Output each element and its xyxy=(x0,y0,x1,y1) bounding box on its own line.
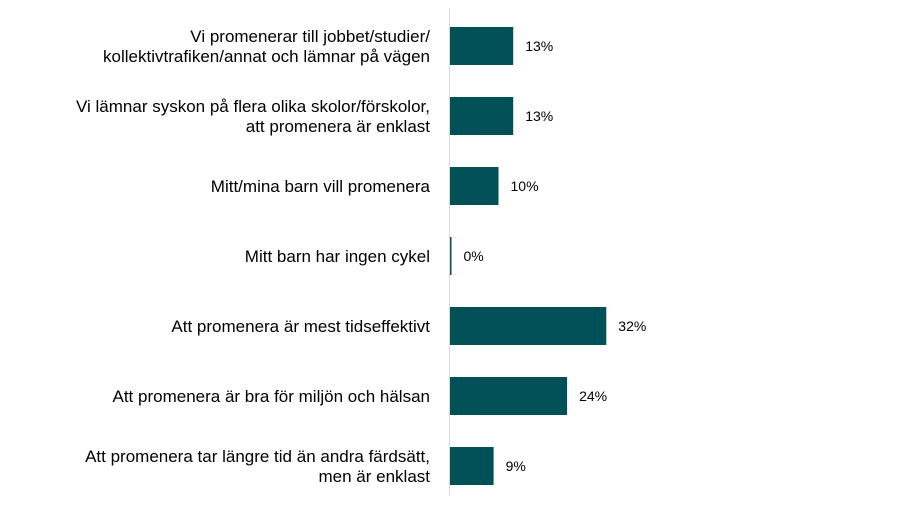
data-label: 24% xyxy=(579,388,607,404)
data-label: 10% xyxy=(511,178,539,194)
category-labels: Vi promenerar till jobbet/studier/kollek… xyxy=(76,27,431,486)
category-label: Att promenera tar längre tid än andra fä… xyxy=(85,447,430,466)
data-label: 32% xyxy=(618,318,646,334)
bar xyxy=(449,97,514,135)
category-label: att promenera är enklast xyxy=(246,117,431,136)
category-label: Vi promenerar till jobbet/studier/ xyxy=(190,27,430,46)
category-label: kollektivtrafiken/annat och lämnar på vä… xyxy=(103,47,430,66)
data-label: 13% xyxy=(525,108,553,124)
category-label: Mitt/mina barn vill promenera xyxy=(211,177,431,196)
bar xyxy=(449,307,607,345)
category-label: men är enklast xyxy=(319,467,431,486)
value-labels: 13% 13% 10% 0% 32% 24% 9% xyxy=(464,38,647,474)
category-label: Mitt barn har ingen cykel xyxy=(245,247,430,266)
category-label: Vi lämnar syskon på flera olika skolor/f… xyxy=(76,97,430,116)
bar xyxy=(449,27,514,65)
category-label: Att promenera är bra för miljön och häls… xyxy=(113,387,431,406)
bar xyxy=(449,237,452,275)
data-label: 13% xyxy=(525,38,553,54)
bar xyxy=(449,167,499,205)
bar xyxy=(449,377,568,415)
data-label: 0% xyxy=(464,248,484,264)
category-label: Att promenera är mest tidseffektivt xyxy=(171,317,430,336)
bar xyxy=(449,447,494,485)
bar-series xyxy=(449,27,607,485)
data-label: 9% xyxy=(506,458,526,474)
